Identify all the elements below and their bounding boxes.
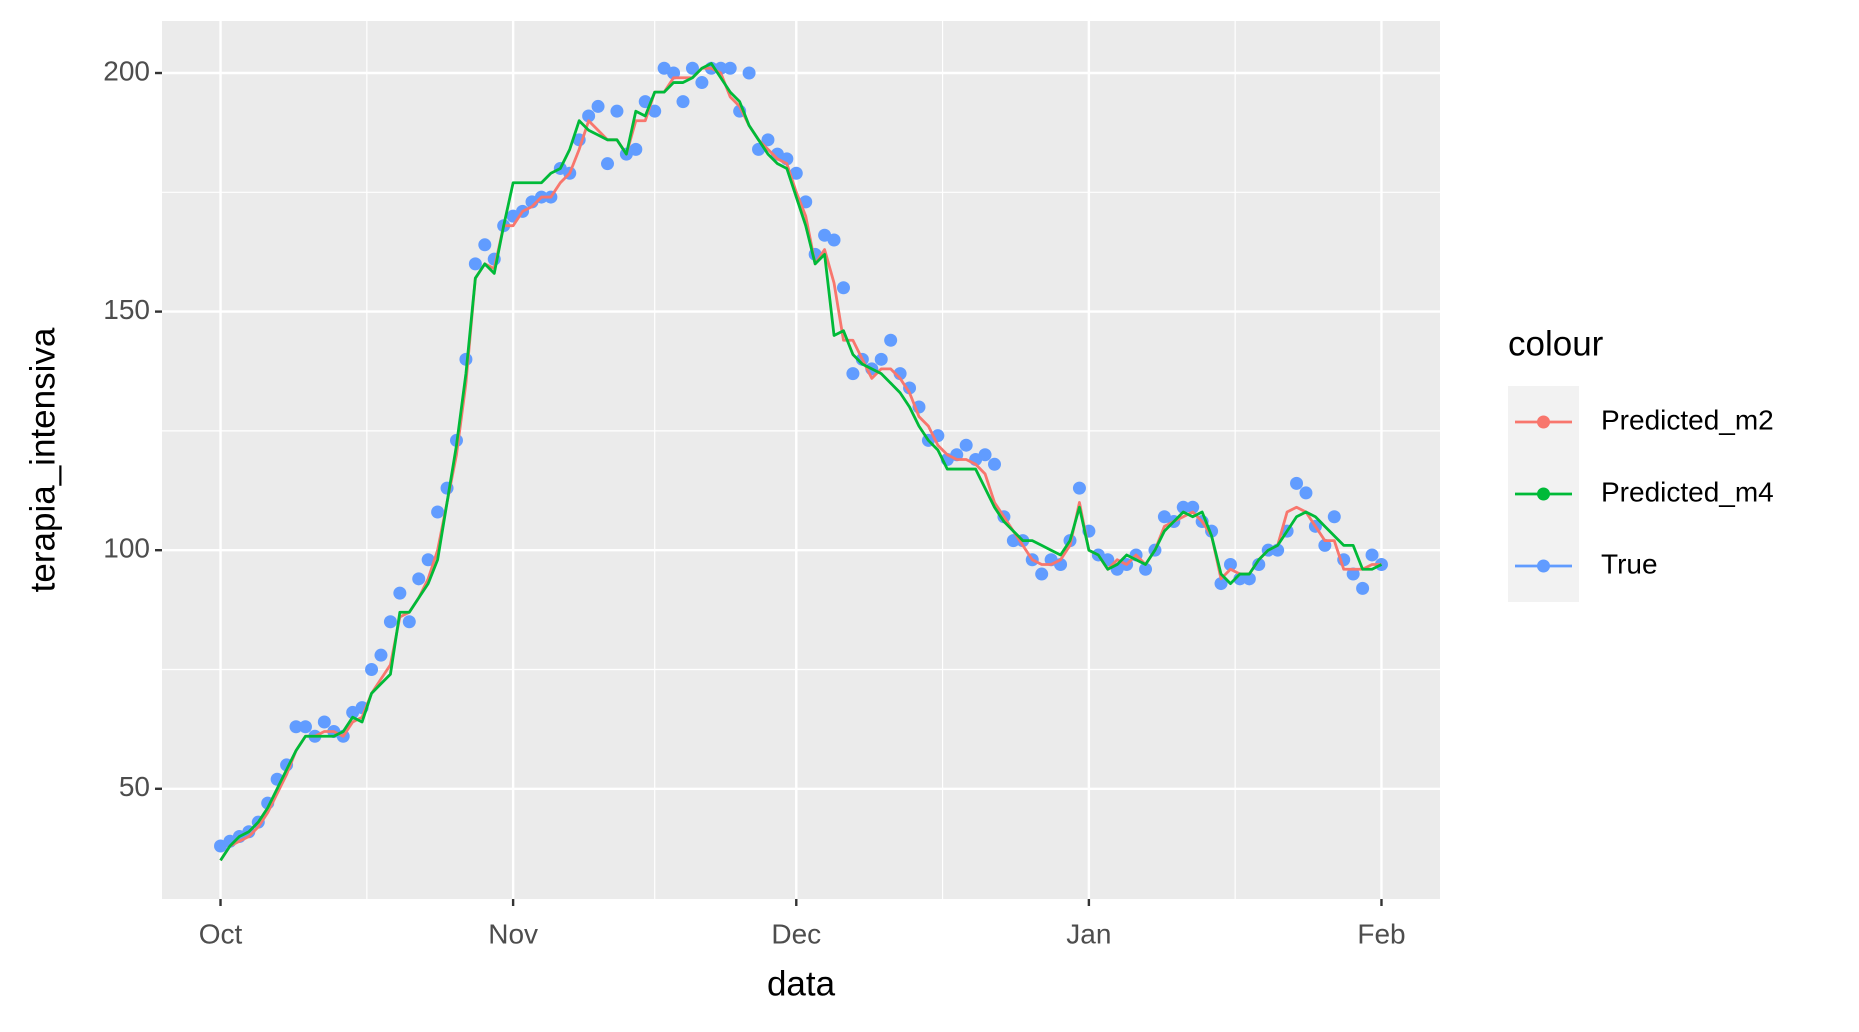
data-point (317, 715, 331, 729)
y-axis-title: terapia_intensiva (23, 327, 62, 592)
data-point (1356, 581, 1370, 595)
y-tick-label: 200 (103, 55, 150, 86)
data-point (789, 166, 803, 180)
data-point (629, 142, 643, 156)
legend-label: True (1601, 548, 1658, 579)
legend-label: Predicted_m4 (1601, 476, 1774, 507)
data-point (1223, 558, 1237, 572)
data-point (289, 720, 303, 734)
data-point (393, 586, 407, 600)
data-point (1346, 567, 1360, 581)
x-tick-label: Feb (1357, 918, 1405, 949)
data-point (1299, 486, 1313, 500)
data-point (1252, 558, 1266, 572)
data-point (591, 99, 605, 113)
data-point (402, 615, 416, 629)
data-point (478, 238, 492, 252)
data-point (846, 367, 860, 381)
data-point (667, 66, 681, 80)
data-point (742, 66, 756, 80)
data-point (836, 281, 850, 295)
data-point (1290, 476, 1304, 490)
legend-title: colour (1508, 324, 1604, 363)
data-line (219, 62, 1383, 862)
x-tick-label: Jan (1066, 918, 1111, 949)
data-point (978, 448, 992, 462)
data-point (1327, 510, 1341, 524)
data-point (676, 95, 690, 109)
data-point (1186, 500, 1200, 514)
data-point (695, 76, 709, 90)
data-point (610, 104, 624, 118)
data-point (468, 257, 482, 271)
data-point (1365, 548, 1379, 562)
data-point (421, 553, 435, 567)
data-point (1242, 572, 1256, 586)
data-point (1318, 538, 1332, 552)
data-point (903, 381, 917, 395)
data-point (761, 133, 775, 147)
data-point (987, 457, 1001, 471)
plot-panel (162, 21, 1440, 899)
data-point (298, 720, 312, 734)
data-point (874, 352, 888, 366)
x-tick-label: Nov (488, 918, 538, 949)
data-point (582, 109, 596, 123)
data-point (959, 438, 973, 452)
y-tick-label: 150 (103, 294, 150, 325)
data-point (723, 61, 737, 75)
y-tick-label: 50 (119, 771, 150, 802)
data-point (827, 233, 841, 247)
legend-label: Predicted_m2 (1601, 404, 1774, 435)
data-point (431, 505, 445, 519)
legend-key-point (1537, 487, 1550, 501)
data-point (685, 61, 699, 75)
data-point (374, 648, 388, 662)
legend-key-point (1537, 559, 1550, 573)
data-point (1072, 481, 1086, 495)
data-point (365, 662, 379, 676)
data-point (1139, 562, 1153, 576)
data-point (601, 157, 615, 171)
data-point (383, 615, 397, 629)
legend-key-point (1537, 415, 1550, 429)
x-tick-label: Dec (771, 918, 821, 949)
x-axis-title: data (767, 964, 836, 1003)
data-point (1214, 577, 1228, 591)
data-point (1035, 567, 1049, 581)
data-point (648, 104, 662, 118)
data-point (884, 333, 898, 347)
data-point (412, 572, 426, 586)
data-point (1176, 500, 1190, 514)
y-tick-label: 100 (103, 533, 150, 564)
x-tick-label: Oct (199, 918, 243, 949)
